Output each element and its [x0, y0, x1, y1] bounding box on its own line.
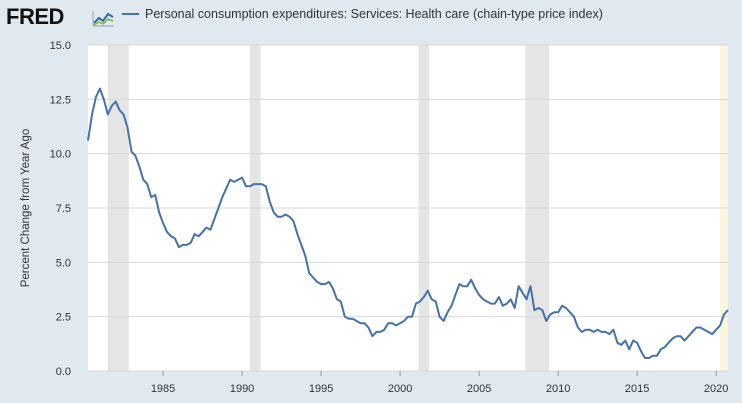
x-tick-label: 2000 [388, 383, 412, 395]
series-line [87, 87, 729, 359]
y-tick-label: 5.0 [56, 257, 71, 269]
x-tick-label: 2020 [704, 383, 728, 395]
y-tick-label: 15.0 [50, 40, 71, 52]
y-tick-label: 2.5 [56, 312, 71, 324]
x-tick-label: 2015 [625, 383, 649, 395]
y-tick-label: 0.0 [56, 366, 71, 378]
y-tick-label: 7.5 [56, 203, 71, 215]
x-tick-label: 1995 [309, 383, 333, 395]
chart-legend[interactable]: Personal consumption expenditures: Servi… [122, 7, 603, 21]
x-tick-label: 2005 [467, 383, 491, 395]
legend-label: Personal consumption expenditures: Servi… [145, 7, 603, 21]
line-chart-icon [90, 7, 116, 29]
y-tick-label: 10.0 [50, 149, 71, 161]
x-tick-label: 1985 [151, 383, 175, 395]
x-tick-label: 2010 [546, 383, 570, 395]
x-tick-label: 1990 [230, 383, 254, 395]
y-tick-label: 12.5 [50, 94, 71, 106]
fred-logo[interactable]: FRED [6, 4, 64, 29]
legend-swatch [122, 13, 139, 15]
y-axis-title: Percent Change from Year Ago [20, 129, 32, 288]
chart-header: FRED Personal consumption expenditures: … [0, 0, 742, 34]
